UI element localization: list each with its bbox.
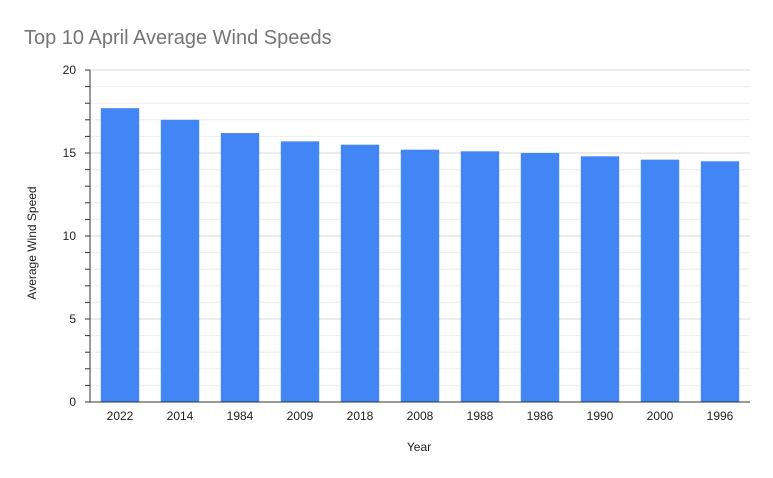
bar-1996 — [700, 161, 740, 402]
y-tick-labels: 0 5 10 15 20 — [63, 63, 77, 409]
x-tick-label: 2022 — [107, 409, 134, 423]
x-tick-labels: 2022 2014 1984 2009 2018 2008 1988 1986 1990 2000… — [107, 409, 734, 423]
bar-2000 — [640, 159, 680, 402]
bar-1986 — [520, 153, 560, 402]
y-tick-label: 15 — [63, 146, 77, 160]
x-tick-label: 1990 — [587, 409, 614, 423]
axes — [85, 69, 750, 403]
x-tick-label: 1984 — [227, 409, 254, 423]
bar-1990 — [580, 156, 620, 402]
bar-2022 — [100, 108, 140, 403]
x-tick-label: 2018 — [347, 409, 374, 423]
bars — [100, 108, 740, 403]
x-tick-label: 1988 — [467, 409, 494, 423]
x-tick-label: 1996 — [707, 409, 734, 423]
x-tick-label: 2014 — [167, 409, 194, 423]
bar-1988 — [460, 151, 500, 402]
y-axis-label: Average Wind Speed — [25, 186, 39, 299]
x-tick-label: 2009 — [287, 409, 314, 423]
x-axis-label: Year — [407, 440, 431, 454]
x-tick-label: 2000 — [647, 409, 674, 423]
bar-2018 — [340, 144, 380, 402]
y-tick-label: 20 — [63, 63, 77, 77]
chart-title: Top 10 April Average Wind Speeds — [24, 27, 332, 49]
x-tick-label: 1986 — [527, 409, 554, 423]
bar-1984 — [220, 133, 260, 402]
y-tick-label: 10 — [63, 229, 77, 243]
y-tick-label: 0 — [69, 395, 76, 409]
y-tick-label: 5 — [69, 312, 76, 326]
x-tick-label: 2008 — [407, 409, 434, 423]
bar-2014 — [160, 119, 200, 403]
bar-2009 — [280, 141, 320, 402]
bar-2008 — [400, 149, 440, 402]
